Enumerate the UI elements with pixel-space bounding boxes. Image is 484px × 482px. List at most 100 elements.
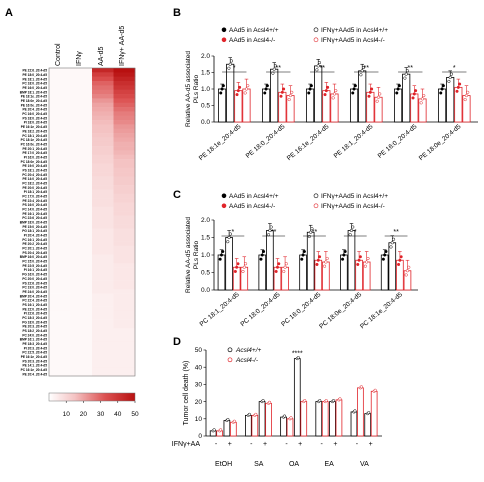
heatmap-cell (92, 163, 114, 169)
colorbar-tick-label: 10 (63, 411, 71, 418)
heatmap-cell (70, 362, 93, 368)
panel-b-data-point (440, 87, 444, 91)
panel-c-data-point (348, 233, 352, 237)
panel-d-sign: - (285, 441, 288, 448)
panel-d-data-point (247, 412, 251, 416)
panel-b-data-point (422, 94, 426, 98)
panel-c-data-point (324, 260, 328, 264)
heatmap-cell (113, 120, 136, 125)
heatmap-cell (113, 115, 136, 121)
heatmap-cell (70, 336, 93, 342)
heatmap-cell (113, 150, 136, 156)
heatmap-cell (113, 310, 136, 316)
heatmap-row-label: BMP 16:1_20:4-d5 (20, 338, 47, 342)
panel-b-data-point (456, 85, 460, 89)
panel-d-data-point (219, 428, 223, 432)
panel-b-data-point (317, 61, 322, 65)
panel-b-data-point (238, 85, 242, 89)
panel-c-data-point (260, 253, 264, 257)
panel-b-data-point (414, 89, 418, 93)
heatmap-row-label: PE 20:3_20:4-d5 (23, 325, 48, 329)
heatmap-cell (92, 128, 114, 134)
heatmap-row-label: PE 15:0_20:4-d5 (23, 225, 48, 229)
heatmap-cell (70, 271, 93, 277)
panel-d-data-point (318, 399, 322, 403)
panel-c-sig-label: ** (393, 229, 399, 236)
heatmap-cell (49, 345, 71, 351)
heatmap-cell (113, 302, 136, 307)
heatmap-cell (113, 85, 136, 90)
heatmap-row-label: PE 14:1_20:4-d5 (23, 364, 48, 368)
heatmap-cell (49, 89, 71, 95)
heatmap-cell (70, 202, 93, 208)
heatmap-cell (70, 124, 93, 130)
heatmap-border (48, 67, 136, 377)
heatmap-cell (113, 219, 136, 225)
heatmap-cell (92, 258, 114, 264)
panel-d-data-point (261, 399, 265, 403)
heatmap-cell (113, 241, 136, 247)
heatmap-cell (70, 163, 93, 169)
panel-b-data-point (326, 85, 330, 89)
panel-c-data-point (307, 234, 311, 238)
panel-d-bar (329, 401, 336, 437)
panel-b-legend-label: IFNγ+AAd5 in Acsl4+/+ (321, 27, 388, 34)
colorbar (48, 392, 136, 402)
panel-c-category-label: PC 18:0e_20:4-d5 (318, 291, 363, 331)
heatmap-cell (92, 154, 114, 160)
heatmap-cell (92, 211, 114, 216)
heatmap-cell (113, 271, 136, 277)
heatmap-row-label: PC 16:0_20:4-d5 (22, 112, 47, 116)
panel-d-sign: + (369, 441, 373, 448)
heatmap-cell (49, 241, 71, 247)
heatmap-row-label: PC 18:2_20:4-d5 (22, 181, 47, 185)
heatmap-cell (49, 211, 71, 216)
panel-b-chart: 0.0 0.5 1.0 1.5 2.0 Relative AA-d5 associated… (185, 27, 478, 162)
heatmap-cell (92, 349, 114, 355)
panel-c-legend-marker (221, 193, 227, 199)
panel-b-bar (454, 86, 463, 123)
heatmap-cell (49, 163, 71, 169)
heatmap-row-label: PC 15:0_20:4-d5 (22, 260, 47, 264)
heatmap-row-label: PS 16:1_20:4-d5 (23, 303, 48, 307)
heatmap-row-label: PG 16:0_20:4-d5 (22, 273, 47, 277)
heatmap-cell (70, 315, 93, 320)
heatmap-row-label: PC 18:0_20:4-d5 (22, 82, 47, 86)
panel-c-data-point (315, 262, 319, 267)
panel-b-data-point (458, 82, 462, 86)
panel-d-y-tick-label: 10 (195, 416, 203, 423)
panel-b-legend-label: AAd5 in Acsl4-/- (229, 37, 275, 44)
panel-d-bar (315, 401, 323, 437)
heatmap-cell (113, 68, 136, 73)
heatmap-cell (92, 133, 114, 138)
heatmap-row-label: PC 16:1_20:4-d5 (22, 238, 47, 242)
panel-d-sign: - (250, 441, 253, 448)
panel-c-data-point (351, 225, 355, 229)
panel-c-data-point (277, 262, 281, 266)
panel-d-data-point (367, 411, 371, 415)
heatmap-cell (70, 172, 93, 177)
panel-c-data-point (366, 256, 370, 261)
panel-c-data-point (397, 262, 401, 267)
heatmap-cell (113, 81, 136, 86)
heatmap-cell (70, 371, 93, 377)
panel-b-data-point (449, 72, 454, 76)
heatmap-cell (70, 297, 93, 303)
panel-d-bar (251, 414, 259, 437)
panel-b-data-point (404, 72, 408, 76)
heatmap-cell (70, 81, 93, 86)
panel-b-category-label: PE 18:1_20:4-d5 (333, 123, 375, 160)
panel-c-bar (306, 231, 315, 291)
panel-b-legend-marker (221, 27, 227, 33)
heatmap-cell (92, 302, 114, 307)
heatmap-cell (49, 310, 71, 316)
heatmap-cell (49, 111, 71, 117)
heatmap-cell (113, 336, 136, 342)
panel-b-data-point (370, 87, 374, 91)
panel-c-data-point (228, 232, 232, 236)
panel-c-data-point (274, 269, 278, 274)
heatmap-row-label: PS 20:3_20:4-d5 (23, 359, 48, 363)
heatmap-row-label: PI 18:0_20:4-d5 (24, 121, 47, 125)
heatmap-row-label: PE 20:2_20:4-d5 (23, 242, 48, 246)
